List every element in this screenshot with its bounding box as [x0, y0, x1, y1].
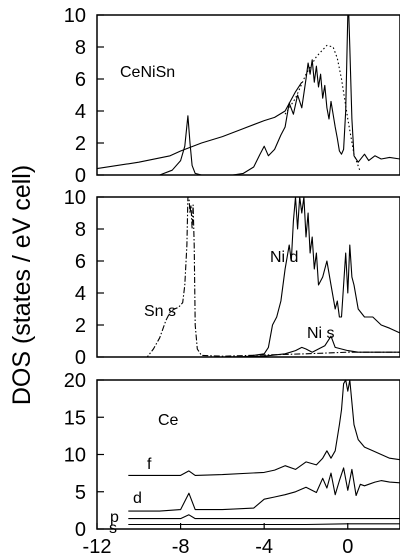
y-tick-label-2-4: 20	[64, 370, 86, 392]
x-tick-label-2: -4	[255, 536, 273, 558]
series-line-1-ni-s	[97, 335, 400, 358]
series-line-2-s	[128, 523, 400, 526]
y-tick-label-1-0: 0	[75, 347, 86, 369]
y-tick-label-0-5: 10	[64, 5, 86, 27]
panel-bottom-frame	[96, 379, 400, 530]
y-tick-label-1-2: 4	[75, 283, 86, 305]
label-ni-d: Ni d	[270, 249, 298, 266]
panel-bottom-y-ticks: 0 5 10 15 20	[64, 370, 104, 541]
panel-top-frame	[96, 14, 400, 176]
panel-top-cenisn: 0 2 4 6 8 10 CeNiSn	[64, 5, 400, 187]
panel-top-title: CeNiSn	[120, 64, 175, 81]
y-tick-label-2-1: 5	[75, 482, 86, 504]
y-tick-label-0-1: 2	[75, 133, 86, 155]
label-f: f	[147, 456, 152, 473]
label-ni-s: Ni s	[307, 325, 335, 342]
series-line-0-0	[97, 14, 400, 176]
label-p: p	[110, 509, 119, 526]
series-line-2-d	[128, 467, 400, 512]
y-tick-label-1-4: 8	[75, 219, 86, 241]
label-d: d	[133, 490, 142, 507]
y-tick-label-1-5: 10	[64, 187, 86, 209]
y-tick-label-2-2: 10	[64, 445, 86, 467]
label-sn-s: Sn s	[144, 303, 176, 320]
series-line-2-p	[128, 514, 400, 520]
series-line-1-ni-d	[97, 196, 400, 358]
y-axis-label: DOS (states / eV cell)	[8, 165, 36, 405]
panel-top-y-ticks: 0 2 4 6 8 10	[64, 5, 104, 187]
y-tick-label-0-4: 8	[75, 37, 86, 59]
panel-middle-lines	[97, 196, 400, 358]
series-line-2-f	[128, 379, 400, 476]
x-tick-label-1: -8	[172, 536, 190, 558]
y-tick-label-0-3: 6	[75, 69, 86, 91]
y-tick-label-1-1: 2	[75, 315, 86, 337]
y-tick-label-1-3: 6	[75, 251, 86, 273]
panel-middle-y-ticks: 0 2 4 6 8 10	[64, 187, 104, 369]
panel-top-lines	[96, 14, 400, 176]
x-tick-label-0: -12	[83, 536, 112, 558]
series-line-1-sn-s	[97, 196, 400, 358]
series-line-0-1	[284, 44, 361, 172]
panel-bottom-ce: 0 5 10 15 20 Ce f d p s -12 -8 -4 0	[64, 370, 400, 558]
series-line-0-2	[96, 81, 303, 170]
panel-bottom-lines	[128, 379, 400, 526]
label-s: s	[109, 520, 117, 537]
panel-middle-frame	[96, 196, 400, 358]
x-axis-ticks: -12 -8 -4 0	[83, 523, 353, 558]
y-tick-label-0-2: 4	[75, 101, 86, 123]
x-tick-label-3: 0	[342, 536, 353, 558]
panel-bottom-title: Ce	[158, 412, 179, 429]
y-tick-label-2-3: 15	[64, 407, 86, 429]
y-tick-label-2-0: 0	[75, 519, 86, 541]
panel-middle: 0 2 4 6 8 10 Sn s Ni d Ni s	[64, 187, 400, 369]
y-tick-label-0-0: 0	[75, 165, 86, 187]
